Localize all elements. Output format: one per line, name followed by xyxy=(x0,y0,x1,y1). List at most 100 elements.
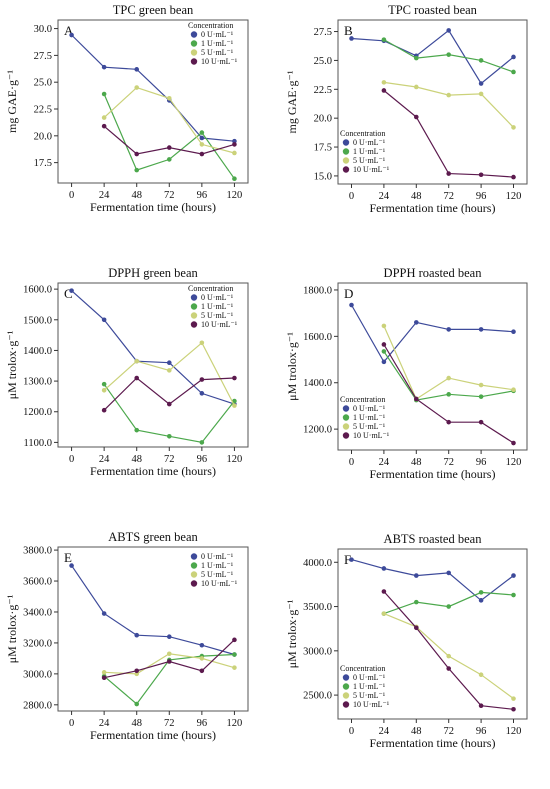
series-0 xyxy=(349,302,516,365)
data-point xyxy=(446,570,452,576)
x-axis-label: Fermentation time (hours) xyxy=(370,467,496,481)
series-line xyxy=(103,93,235,180)
data-point xyxy=(101,123,107,129)
series-line xyxy=(71,290,235,405)
data-point xyxy=(166,95,172,101)
data-point xyxy=(381,342,387,347)
y-tick-label: 1400.0 xyxy=(23,346,52,357)
series-0 xyxy=(349,557,516,603)
data-point xyxy=(446,92,452,98)
data-point xyxy=(101,91,107,97)
data-point xyxy=(478,590,484,595)
series-line xyxy=(71,565,235,656)
data-point xyxy=(414,573,419,578)
data-point xyxy=(381,359,387,365)
data-point xyxy=(414,84,419,90)
panel-c: DPPH green bean C 1100.0 1200.0 1300.0 1400.0… xyxy=(5,266,249,478)
y-tick-label: 1100.0 xyxy=(24,438,53,449)
chart-title: TPC roasted bean xyxy=(388,3,478,17)
data-point xyxy=(446,28,452,33)
data-point xyxy=(381,349,387,354)
x-tick-label: 96 xyxy=(476,726,487,737)
data-point xyxy=(166,433,172,439)
data-point xyxy=(478,703,484,709)
data-point xyxy=(199,130,205,135)
legend-swatch xyxy=(190,49,198,56)
series-1 xyxy=(101,381,237,445)
y-tick-label: 20.0 xyxy=(34,131,52,142)
data-point xyxy=(511,125,516,130)
data-point xyxy=(69,32,74,38)
data-point xyxy=(381,566,387,571)
chart-title: TPC green bean xyxy=(113,3,194,17)
data-point xyxy=(381,323,387,329)
data-point xyxy=(381,611,387,616)
series-3 xyxy=(101,123,237,157)
series-1 xyxy=(381,37,516,75)
legend-swatch xyxy=(190,312,198,319)
series-2 xyxy=(381,80,516,130)
data-point xyxy=(349,557,354,562)
y-axis-label: mg GAE·g⁻¹ xyxy=(285,70,299,133)
data-point xyxy=(101,64,107,70)
data-point xyxy=(511,696,516,701)
data-point xyxy=(478,598,484,603)
data-point xyxy=(349,302,354,308)
data-point xyxy=(166,634,172,640)
data-point xyxy=(101,387,107,393)
legend-swatch xyxy=(342,148,350,155)
panel-label: B xyxy=(344,23,353,38)
legend-swatch xyxy=(342,414,350,421)
series-line xyxy=(350,304,514,363)
legend-swatch xyxy=(190,321,198,328)
data-point xyxy=(446,419,452,425)
data-point xyxy=(101,407,107,413)
data-point xyxy=(232,138,237,144)
data-point xyxy=(199,668,205,674)
legend-swatch xyxy=(342,683,350,690)
panel-label: A xyxy=(64,23,74,38)
data-point xyxy=(134,358,140,364)
legend-swatch xyxy=(342,157,350,164)
x-tick-label: 0 xyxy=(69,718,74,729)
data-point xyxy=(134,375,140,381)
legend-item: 1 U·mL⁻¹ xyxy=(353,413,386,422)
legend-title: Concentration xyxy=(188,21,233,30)
data-point xyxy=(511,329,516,335)
x-tick-label: 120 xyxy=(227,454,243,465)
plot-frame xyxy=(337,282,528,451)
legend-item: 0 U·mL⁻¹ xyxy=(353,404,386,413)
data-point xyxy=(199,656,205,661)
data-point xyxy=(478,81,484,86)
data-point xyxy=(232,176,237,182)
data-point xyxy=(166,157,172,162)
series-line xyxy=(383,325,514,400)
legend-title: Concentration xyxy=(188,284,233,293)
x-tick-label: 0 xyxy=(349,726,354,737)
x-axis-label: Fermentation time (hours) xyxy=(370,736,496,750)
y-axis-label: μM trolox·g⁻¹ xyxy=(5,330,19,399)
data-point xyxy=(414,320,419,325)
x-tick-label: 0 xyxy=(69,190,74,201)
data-point xyxy=(446,327,452,332)
y-tick-label: 27.5 xyxy=(34,51,52,62)
data-point xyxy=(166,401,172,407)
legend-swatch xyxy=(342,423,350,430)
y-tick-label: 25.0 xyxy=(34,78,52,89)
data-point xyxy=(381,37,387,42)
x-tick-label: 72 xyxy=(443,191,454,202)
legend-item: 1 U·mL⁻¹ xyxy=(201,39,234,48)
x-axis-label: Fermentation time (hours) xyxy=(90,464,216,478)
data-point xyxy=(349,36,354,41)
data-point xyxy=(199,142,205,147)
x-tick-label: 120 xyxy=(227,718,243,729)
y-tick-label: 1300.0 xyxy=(23,377,52,388)
data-point xyxy=(134,668,140,674)
y-tick-label: 3000.0 xyxy=(23,669,52,680)
legend-swatch xyxy=(190,40,198,47)
data-point xyxy=(101,670,107,675)
x-axis-label: Fermentation time (hours) xyxy=(90,728,216,742)
y-tick-label: 3500.0 xyxy=(303,602,332,613)
series-line xyxy=(103,341,235,406)
